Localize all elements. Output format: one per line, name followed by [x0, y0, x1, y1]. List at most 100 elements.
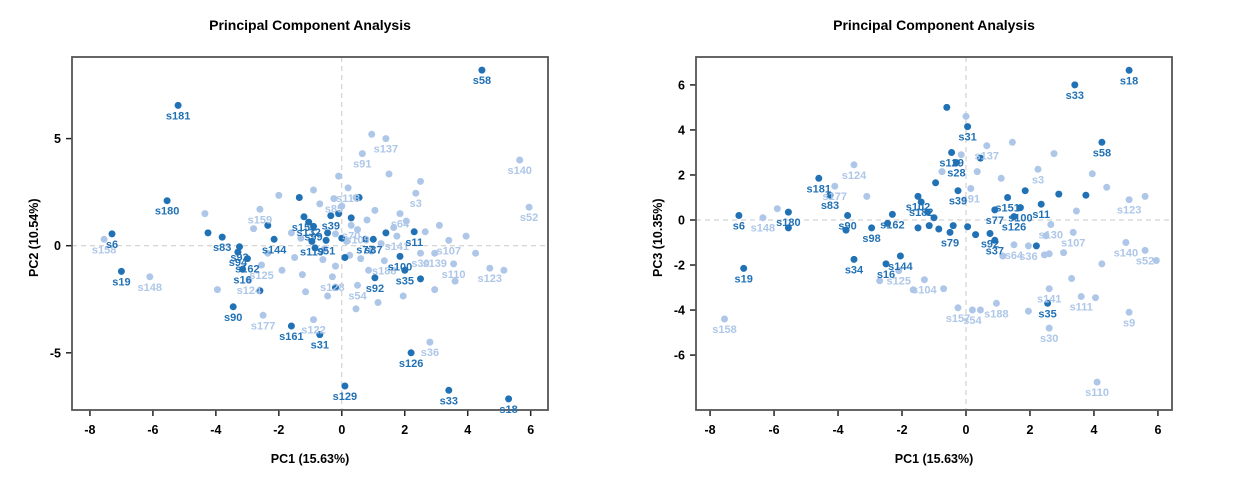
data-point [363, 216, 371, 224]
point-label: s126 [399, 358, 423, 370]
point-label: s16 [233, 274, 251, 286]
point-label: s85 [325, 204, 343, 216]
point-label: s137 [374, 144, 398, 156]
point-label: s70 [342, 230, 360, 242]
data-point [431, 249, 439, 257]
data-point [1141, 246, 1149, 254]
point-label: s158 [92, 244, 116, 256]
data-point [1008, 138, 1016, 146]
data-point [341, 254, 349, 261]
x-tick-label: -2 [896, 423, 907, 437]
data-point [412, 189, 420, 197]
data-point [347, 214, 355, 222]
point-label: s188 [372, 266, 396, 278]
data-point [759, 214, 767, 222]
y-axis-label-left: PC2 (10.54%) [27, 198, 41, 278]
y-tick-label: -6 [674, 349, 685, 363]
y-axis-label-right: PC3 (10.35%) [651, 198, 665, 278]
point-label: s107 [437, 245, 461, 257]
data-point [354, 281, 361, 289]
data-point [500, 266, 508, 274]
data-point [909, 286, 917, 294]
point-label: s54 [963, 315, 982, 327]
data-point [264, 221, 272, 229]
y-tick-label: -2 [674, 259, 685, 273]
point-label: s11 [1032, 209, 1050, 221]
data-point [421, 228, 429, 236]
data-point [431, 286, 439, 294]
data-point [1044, 299, 1052, 307]
data-point [417, 177, 424, 185]
x-tick-label: 6 [527, 423, 534, 437]
data-point [374, 299, 382, 306]
y-tick-label: 0 [678, 213, 685, 227]
data-point [876, 277, 884, 285]
data-point [352, 305, 360, 313]
data-point [954, 187, 962, 195]
data-point [108, 230, 116, 238]
data-point [347, 221, 355, 229]
data-point [1098, 260, 1106, 268]
y-tick-label: 6 [678, 78, 685, 92]
point-label: s35 [1038, 308, 1056, 320]
data-point [1125, 308, 1133, 316]
data-point [997, 174, 1005, 182]
data-point [943, 103, 951, 111]
data-point [330, 195, 338, 203]
y-tick-label: -5 [50, 346, 61, 360]
data-point [914, 224, 922, 232]
data-point [1077, 293, 1085, 300]
data-point [1050, 150, 1058, 158]
data-point [328, 273, 336, 281]
data-point [1024, 242, 1032, 250]
point-label: s118 [336, 193, 360, 205]
point-label: s6 [733, 221, 745, 233]
data-point [721, 315, 728, 323]
data-point [390, 224, 398, 231]
point-label: s102 [906, 201, 930, 213]
x-tick-label: 2 [401, 423, 408, 437]
point-label: s52 [1136, 255, 1154, 267]
data-point [1092, 294, 1099, 302]
point-label: s123 [1117, 205, 1141, 217]
y-tick-label: 0 [54, 239, 61, 253]
data-point [964, 123, 972, 131]
data-point [258, 261, 265, 269]
point-label: s28 [947, 168, 965, 180]
data-point [117, 267, 125, 275]
point-label: s109 [345, 235, 369, 247]
data-point [213, 286, 221, 294]
data-point [407, 349, 415, 357]
data-point [264, 249, 272, 257]
data-point [332, 284, 339, 291]
data-point [949, 222, 957, 230]
point-label: s110 [442, 269, 466, 281]
data-point [1037, 200, 1045, 208]
scatter-plot-right: -8 -6 -4 -2 0 2 4 6 -6 -4 -2 0 2 4 6 s124 s177 s148 s158 s1… [674, 56, 1173, 437]
plot-border [71, 56, 549, 411]
data-point [357, 255, 365, 263]
x-tick-label: -6 [768, 423, 779, 437]
data-point [1060, 249, 1068, 257]
point-label: s177 [823, 191, 847, 203]
data-point [863, 192, 871, 200]
data-point [976, 306, 984, 314]
data-point [310, 222, 317, 230]
data-point [1103, 183, 1111, 191]
point-label: s92 [981, 239, 999, 251]
point-label: s124 [237, 285, 262, 297]
data-point [417, 249, 424, 257]
data-point [917, 198, 925, 206]
point-label: s162 [880, 219, 904, 231]
data-point [1047, 221, 1055, 228]
data-point [417, 275, 424, 283]
x-tick-label: 2 [1026, 423, 1033, 437]
point-label: s128 [320, 282, 344, 294]
point-label: s148 [138, 282, 162, 294]
point-label: s126 [1002, 222, 1026, 234]
point-label: s125 [887, 276, 911, 288]
x-tick-label: 0 [963, 423, 970, 437]
point-label: s37 [364, 244, 382, 256]
data-point [952, 159, 960, 167]
point-label: s132 [296, 227, 320, 239]
